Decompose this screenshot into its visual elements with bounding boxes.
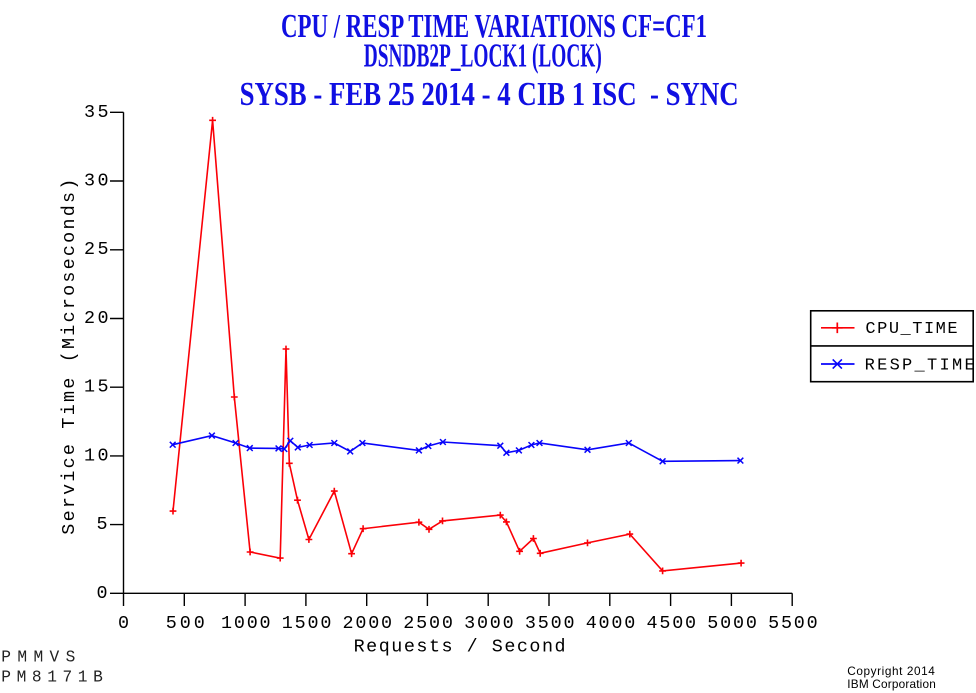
svg-text:CPU / RESP TIME VARIATIONS CF=: CPU / RESP TIME VARIATIONS CF=CF1 (281, 8, 707, 45)
svg-text:2000: 2000 (343, 613, 393, 634)
svg-text:4500: 4500 (647, 613, 697, 634)
svg-text:IBM Corporation: IBM Corporation (847, 677, 936, 691)
svg-text:500: 500 (166, 613, 205, 634)
svg-text:SYSB - FEB 25 2014 - 4 CIB 1 I: SYSB - FEB 25 2014 - 4 CIB 1 ISC - SYNC (240, 76, 739, 113)
svg-text:0: 0 (118, 613, 129, 634)
svg-text:5500: 5500 (768, 613, 818, 634)
svg-text:5000: 5000 (707, 613, 757, 634)
svg-text:3000: 3000 (464, 613, 514, 634)
svg-text:DSNDB2P_LOCK1 (LOCK): DSNDB2P_LOCK1 (LOCK) (364, 38, 602, 75)
svg-text:Requests / Second: Requests / Second (354, 636, 566, 657)
svg-text:2500: 2500 (403, 613, 453, 634)
svg-text:RESP_TIME: RESP_TIME (865, 357, 975, 376)
svg-text:Service Time (Microseconds): Service Time (Microseconds) (59, 179, 80, 535)
svg-text:CPU_TIME: CPU_TIME (865, 320, 957, 339)
svg-text:3500: 3500 (525, 613, 575, 634)
svg-text:Copyright 2014: Copyright 2014 (847, 664, 935, 678)
svg-text:PMMVS: PMMVS (1, 648, 75, 666)
svg-text:1000: 1000 (221, 613, 271, 634)
svg-text:4000: 4000 (586, 613, 636, 634)
svg-text:1500: 1500 (282, 613, 332, 634)
svg-text:0: 0 (97, 583, 108, 604)
svg-text:5: 5 (97, 514, 108, 535)
